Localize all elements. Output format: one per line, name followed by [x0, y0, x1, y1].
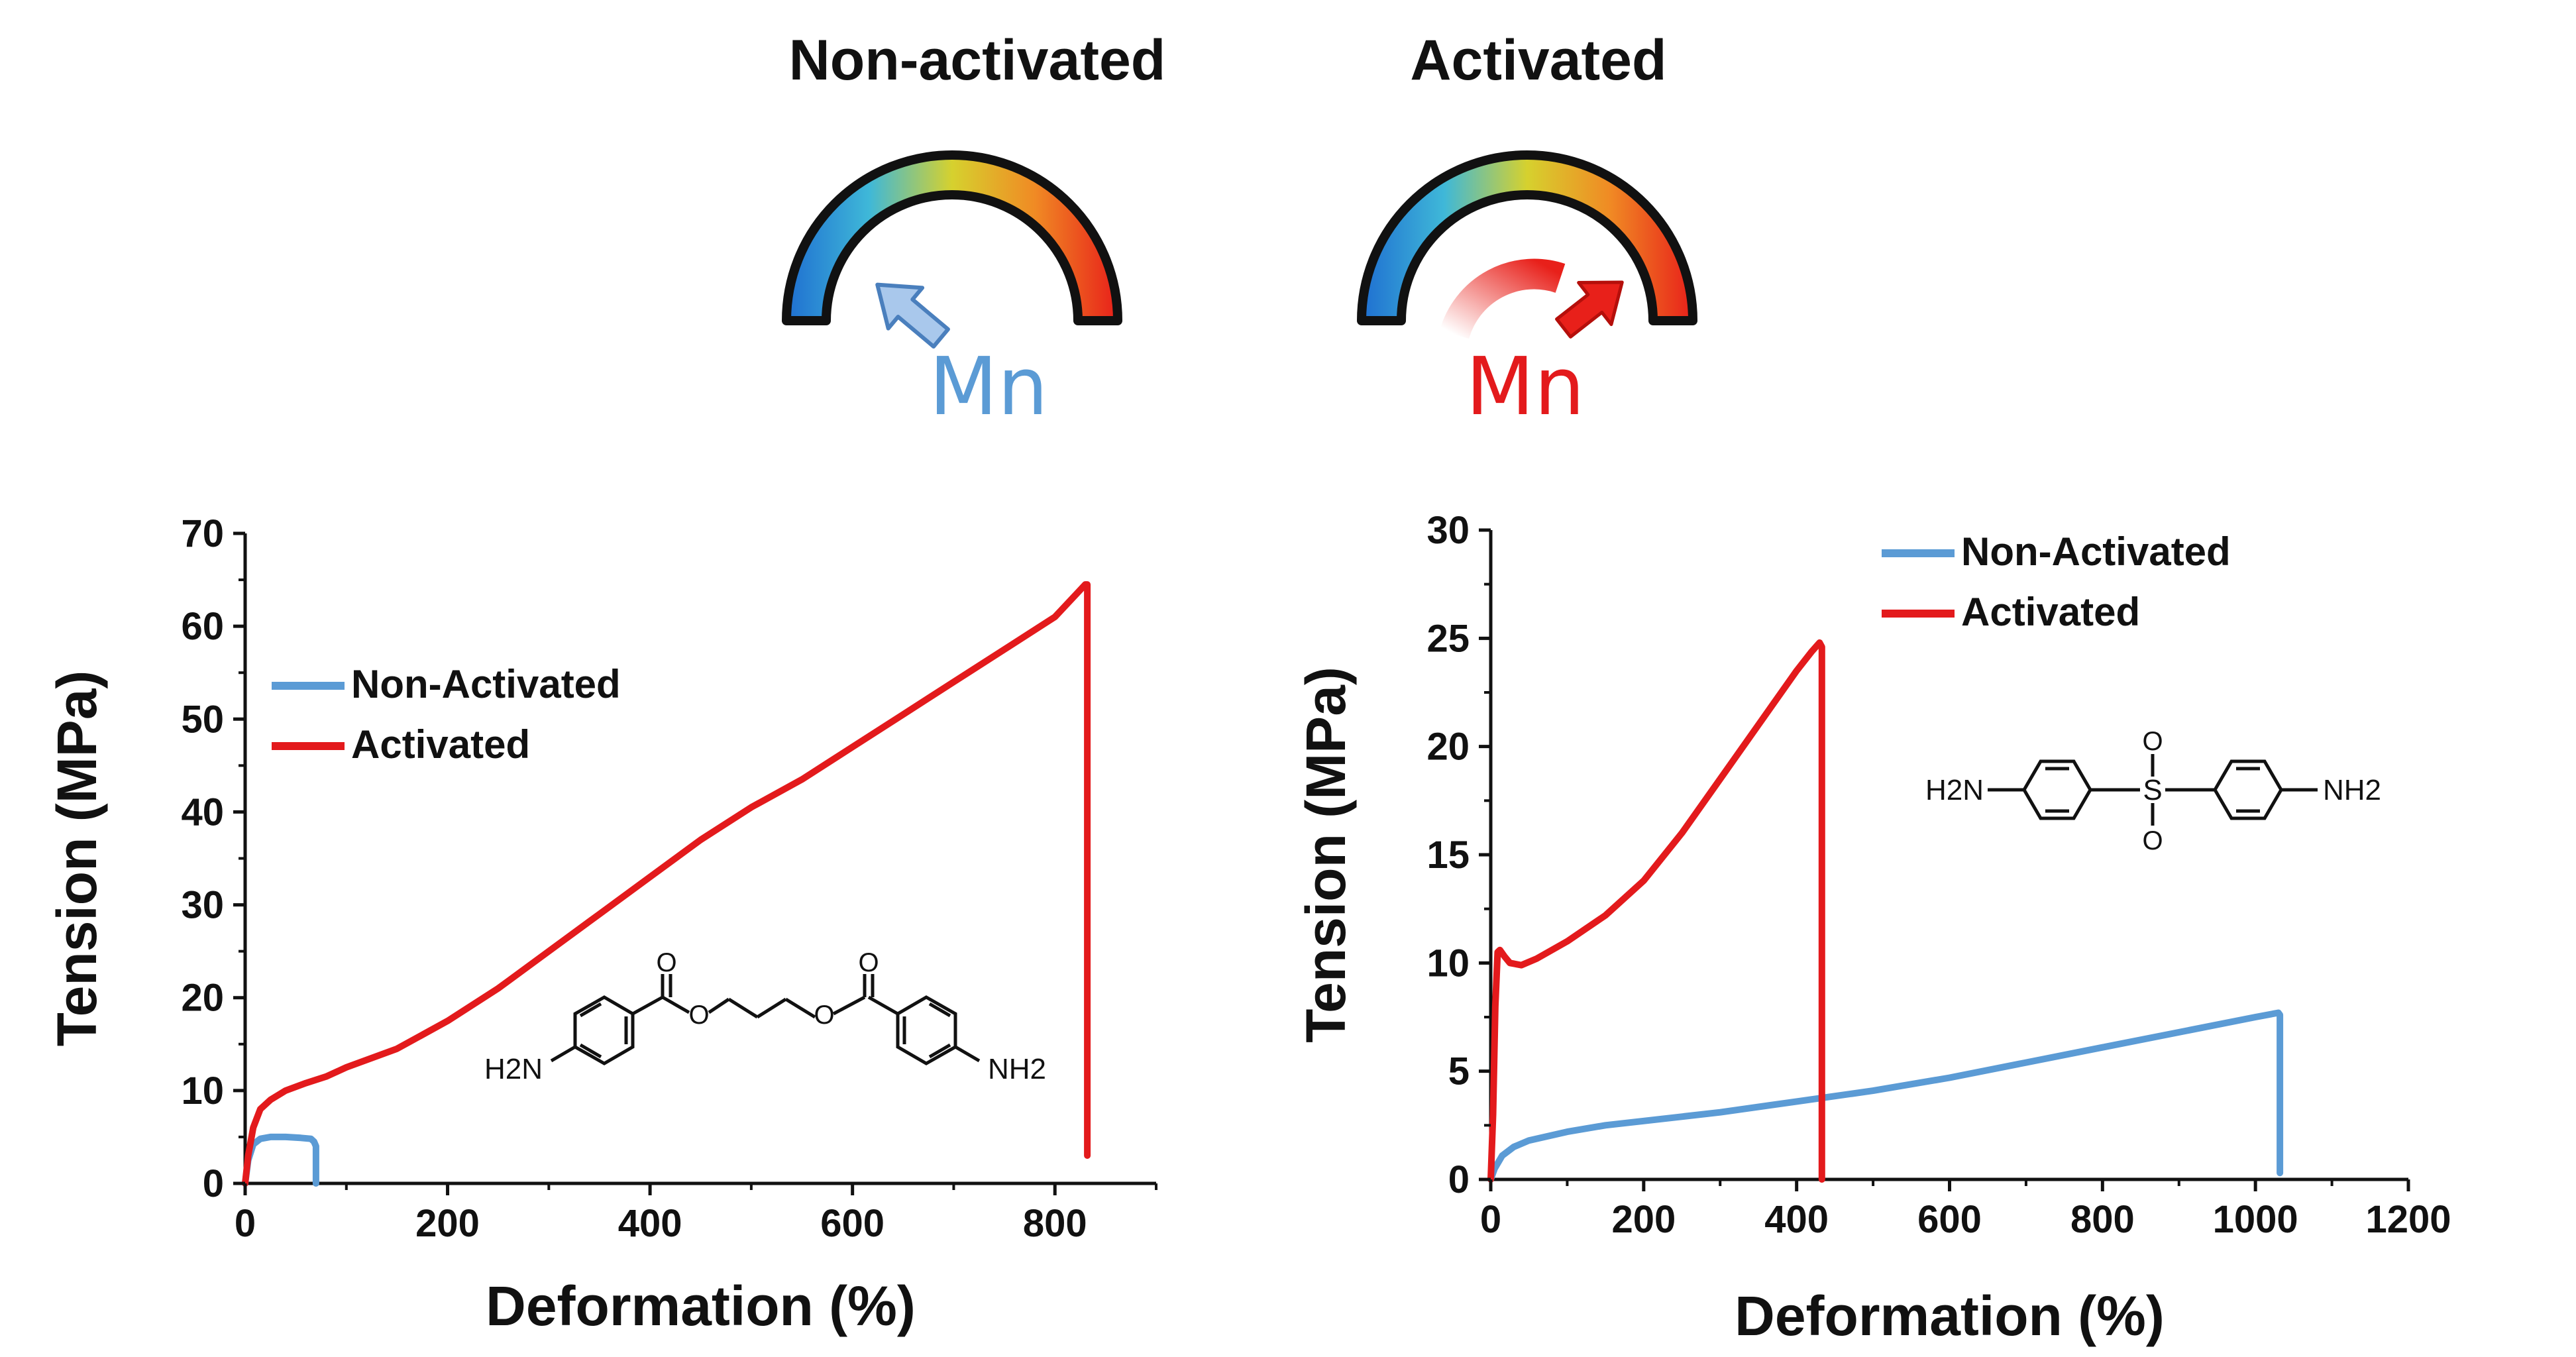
right-y-tick-label: 20	[1426, 726, 1470, 769]
right-y-axis-label: Tension (MPa)	[1295, 667, 1357, 1043]
left-chart: 0 200 400 600 800 0 10 20 30 40 50 60 70 Deformation…	[46, 512, 1157, 1337]
right-header-title: Activated	[1410, 28, 1666, 92]
right-x-tick-label: 200	[1611, 1198, 1676, 1241]
right-molecule-h2n: H2N	[1925, 774, 1984, 806]
left-x-tick-label: 200	[415, 1202, 480, 1245]
right-molecule-nh2: NH2	[2323, 774, 2381, 806]
right-y-tick-label: 30	[1426, 509, 1470, 552]
left-x-axis-label: Deformation (%)	[486, 1275, 916, 1337]
right-y-tick-label: 0	[1448, 1158, 1470, 1201]
right-x-tick-label: 600	[1917, 1198, 1982, 1241]
left-y-axis-label: Tension (MPa)	[46, 671, 108, 1047]
left-series-non-activated-line	[242, 1133, 319, 1187]
right-ticks: 0 200 400 600 800 1000 1200 0 5 10 15 20 25 30	[1426, 509, 2451, 1241]
right-x-tick-label: 0	[1480, 1198, 1501, 1241]
left-y-tick-label: 30	[181, 884, 224, 927]
right-x-tick-label: 1000	[2213, 1198, 2298, 1241]
right-gauge: Mn	[1357, 150, 1697, 433]
left-molecule-nh2: NH2	[988, 1053, 1046, 1085]
left-y-tick-label: 10	[181, 1069, 224, 1113]
right-x-axis-label: Deformation (%)	[1735, 1285, 2165, 1347]
right-molecule-s: S	[2143, 774, 2162, 806]
left-series	[242, 581, 1091, 1187]
right-chart: 0 200 400 600 800 1000 1200 0 5 10 15 20 25 30 Deform…	[1295, 509, 2451, 1347]
left-molecule-o1: O	[656, 948, 676, 977]
left-molecule: H2N NH2 O O O O	[484, 948, 1046, 1085]
left-y-tick-label: 20	[181, 977, 224, 1020]
left-legend-label-activated: Activated	[351, 722, 530, 767]
right-x-tick-label: 800	[2070, 1198, 2135, 1241]
left-arrow-icon	[875, 282, 950, 349]
left-y-tick-label: 50	[181, 698, 224, 741]
left-x-tick-label: 400	[618, 1202, 682, 1245]
right-series-activated-line	[1487, 639, 1825, 1183]
right-y-tick-label: 15	[1426, 834, 1470, 877]
left-mn-label: Mn	[929, 341, 1048, 433]
left-y-tick-label: 60	[181, 605, 224, 648]
left-molecule-h2n: H2N	[484, 1053, 543, 1085]
right-y-tick-label: 25	[1426, 617, 1470, 660]
left-molecule-o4: O	[858, 948, 879, 977]
left-series-activated-line	[242, 581, 1091, 1187]
right-arrow-icon	[1555, 280, 1624, 339]
right-legend: Non-Activated Activated	[1882, 529, 2231, 634]
left-legend: Non-Activated Activated	[272, 662, 621, 767]
left-molecule-o2: O	[688, 1001, 709, 1030]
left-y-tick-label: 40	[181, 790, 224, 834]
left-y-tick-label: 0	[203, 1162, 224, 1205]
right-mn-label: Mn	[1466, 341, 1585, 433]
right-molecule-o-bottom: O	[2142, 826, 2163, 855]
left-y-tick-label: 70	[181, 512, 224, 555]
right-molecule-o-top: O	[2142, 727, 2163, 756]
right-legend-label-non-activated: Non-Activated	[1961, 529, 2231, 574]
right-molecule: H2N NH2 S O O	[1925, 727, 2381, 855]
right-gridless-axes	[1489, 530, 2408, 1181]
left-x-tick-label: 800	[1023, 1202, 1087, 1245]
right-y-tick-label: 5	[1448, 1050, 1470, 1093]
left-molecule-o3: O	[814, 1001, 834, 1030]
right-legend-label-activated: Activated	[1961, 590, 2140, 634]
right-y-tick-label: 10	[1426, 942, 1470, 985]
right-series-non-activated-line	[1487, 1009, 2284, 1183]
left-gauge: Mn	[782, 150, 1122, 433]
left-x-tick-label: 600	[820, 1202, 885, 1245]
right-x-tick-label: 1200	[2365, 1198, 2451, 1241]
right-series	[1487, 639, 2284, 1183]
right-x-tick-label: 400	[1764, 1198, 1829, 1241]
left-header-title: Non-activated	[789, 28, 1166, 92]
left-ticks: 0 200 400 600 800 0 10 20 30 40 50 60 70	[181, 512, 1157, 1245]
left-legend-label-non-activated: Non-Activated	[351, 662, 621, 706]
left-x-tick-label: 0	[235, 1202, 256, 1245]
left-gridless-axes	[243, 533, 1156, 1185]
right-motion-arc	[1439, 258, 1566, 339]
